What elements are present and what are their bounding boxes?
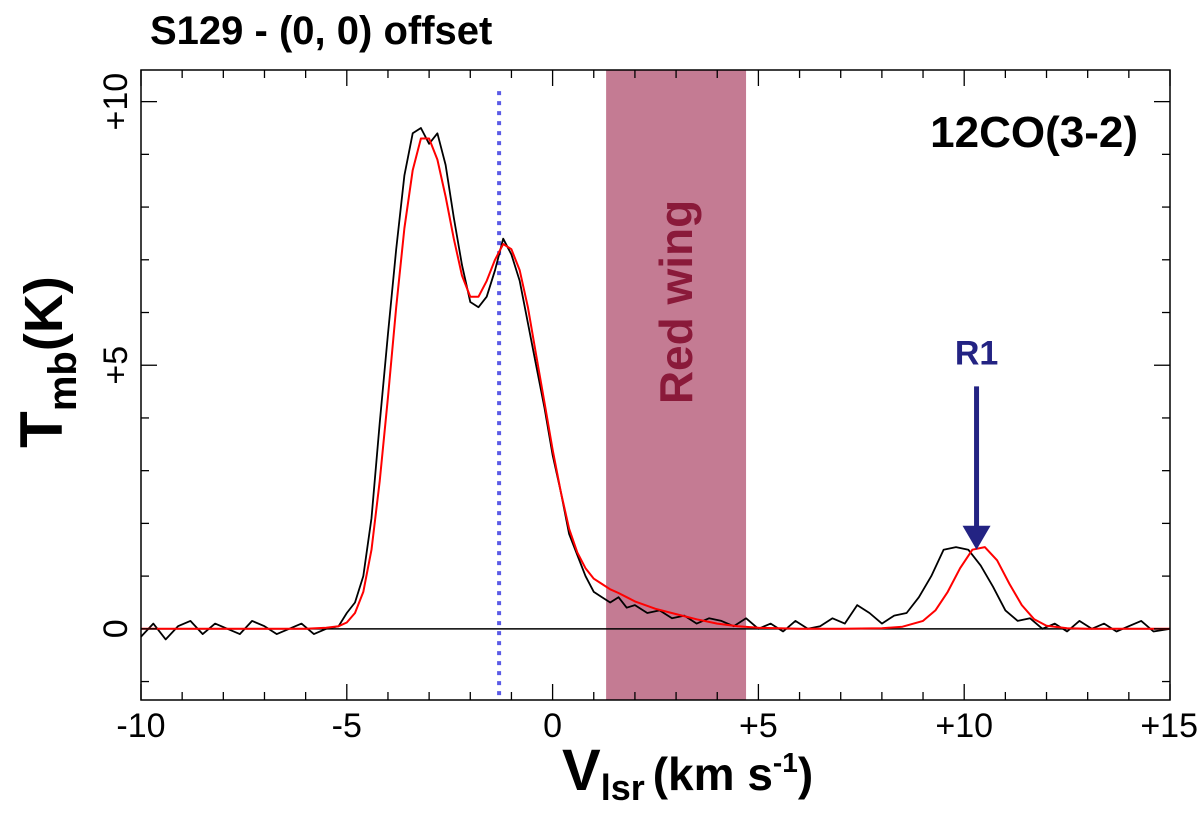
gaussian-fit-line (141, 137, 1170, 630)
red-wing-band (606, 70, 747, 700)
x-axis-unit-pre: (km s (653, 748, 773, 800)
y-axis-sub: mb (41, 351, 85, 411)
x-tick-label: -5 (332, 707, 362, 745)
x-axis-sub: lsr (601, 767, 645, 808)
r1-label: R1 (955, 334, 998, 372)
plot-frame (140, 69, 1171, 701)
x-tick-label: +5 (739, 707, 778, 745)
y-axis-title: Tmb(K) (8, 276, 85, 448)
x-axis-unit-sup: -1 (773, 747, 798, 778)
y-tick-label: +10 (97, 73, 135, 131)
y-tick-label: +5 (97, 346, 135, 385)
y-axis-unit: (K) (14, 276, 74, 351)
chart-title: S129 - (0, 0) offset (150, 9, 492, 53)
y-axis-main: T (8, 411, 75, 448)
x-axis-title: Vlsr (km s-1) (562, 738, 813, 808)
x-axis-unit-post: ) (798, 748, 813, 800)
x-axis-main: V (562, 738, 601, 803)
line-label: 12CO(3-2) (930, 108, 1138, 157)
x-tick-label: 0 (543, 707, 562, 745)
r1-arrow-head (962, 525, 991, 550)
x-tick-label: -10 (116, 707, 165, 745)
x-tick-label: +15 (1140, 707, 1198, 745)
red-wing-label: Red wing (650, 200, 702, 404)
x-tick-label: +10 (935, 707, 993, 745)
y-tick-label: 0 (97, 619, 135, 638)
